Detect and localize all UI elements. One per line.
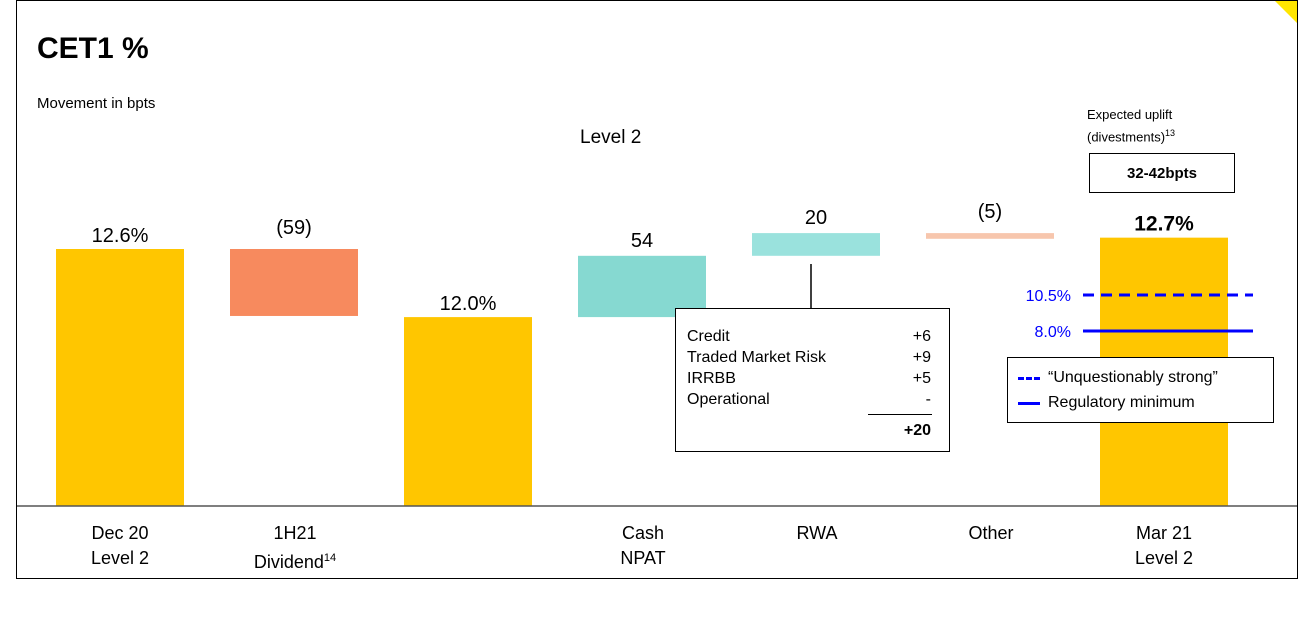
bar-value-label: 12.6%	[92, 225, 149, 247]
bar-value-label: 12.7%	[1134, 213, 1194, 236]
breakdown-label: Operational	[687, 391, 770, 408]
reference-line-label: 10.5%	[1026, 288, 1071, 305]
uplift-label-line1: Expected uplift	[1087, 107, 1173, 122]
level-label: Level 2	[580, 127, 642, 148]
bar-value-label: 12.0%	[440, 293, 497, 315]
x-axis-label: Other	[968, 523, 1014, 543]
breakdown-value: +6	[912, 328, 931, 345]
bar-value-label: (5)	[978, 201, 1002, 223]
legend-item-regulatory-minimum: Regulatory minimum	[1018, 392, 1195, 414]
legend: “Unquestionably strong” Regulatory minim…	[1007, 357, 1274, 423]
chart-frame: CET1 % Movement in bpts Level 2 Expected…	[16, 0, 1298, 579]
uplift-label-line2: (divestments)13	[1087, 128, 1176, 145]
breakdown-value: -	[925, 391, 931, 408]
rwa-breakdown-box: Credit +6 Traded Market Risk +9 IRRBB +5…	[675, 308, 950, 452]
legend-label: “Unquestionably strong”	[1048, 369, 1218, 386]
breakdown-total-rule	[868, 414, 932, 415]
dashed-line-swatch	[1018, 376, 1040, 380]
bar-delta	[752, 233, 880, 256]
x-axis-label: Cash NPAT	[620, 523, 666, 568]
x-axis-label: 1H21 Dividend14	[253, 523, 337, 572]
legend-label: Regulatory minimum	[1048, 394, 1195, 411]
reference-line-label: 8.0%	[1035, 324, 1071, 341]
bar-delta	[926, 233, 1054, 239]
uplift-label: Expected uplift (divestments)13	[1087, 105, 1175, 146]
x-axis-label: RWA	[796, 523, 838, 543]
bar-value-label: (59)	[276, 217, 312, 239]
breakdown-value: +5	[912, 370, 931, 387]
chart-plot: 12.6% (59) 12.0% 54 20 (5) 12.7% 10.5% 8.0%	[17, 201, 1297, 507]
uplift-value-box: 32-42bpts	[1089, 153, 1235, 193]
breakdown-label: IRRBB	[687, 370, 736, 387]
breakdown-label: Traded Market Risk	[687, 349, 826, 366]
breakdown-row: Credit +6	[687, 328, 931, 348]
bar-value-label: 54	[631, 230, 653, 252]
bar-delta	[578, 255, 706, 318]
chart-title: CET1 %	[37, 32, 149, 65]
bar-value-label: 20	[805, 207, 827, 229]
breakdown-label: Credit	[687, 328, 730, 345]
bar-total	[56, 249, 184, 506]
corner-accent	[1275, 1, 1297, 23]
breakdown-total: +20	[903, 422, 931, 439]
bar-total	[404, 317, 532, 506]
breakdown-value: +9	[912, 349, 931, 366]
breakdown-row: IRRBB +5	[687, 370, 931, 390]
legend-item-unquestionably-strong: “Unquestionably strong”	[1018, 367, 1218, 389]
breakdown-row: Operational -	[687, 391, 931, 411]
solid-line-swatch	[1018, 401, 1040, 405]
x-axis-label: Dec 20 Level 2	[90, 523, 150, 568]
breakdown-row: Traded Market Risk +9	[687, 349, 931, 369]
bar-delta	[230, 249, 358, 316]
chart-subtitle: Movement in bpts	[37, 95, 156, 112]
x-axis-label: Mar 21 Level 2	[1134, 523, 1194, 568]
